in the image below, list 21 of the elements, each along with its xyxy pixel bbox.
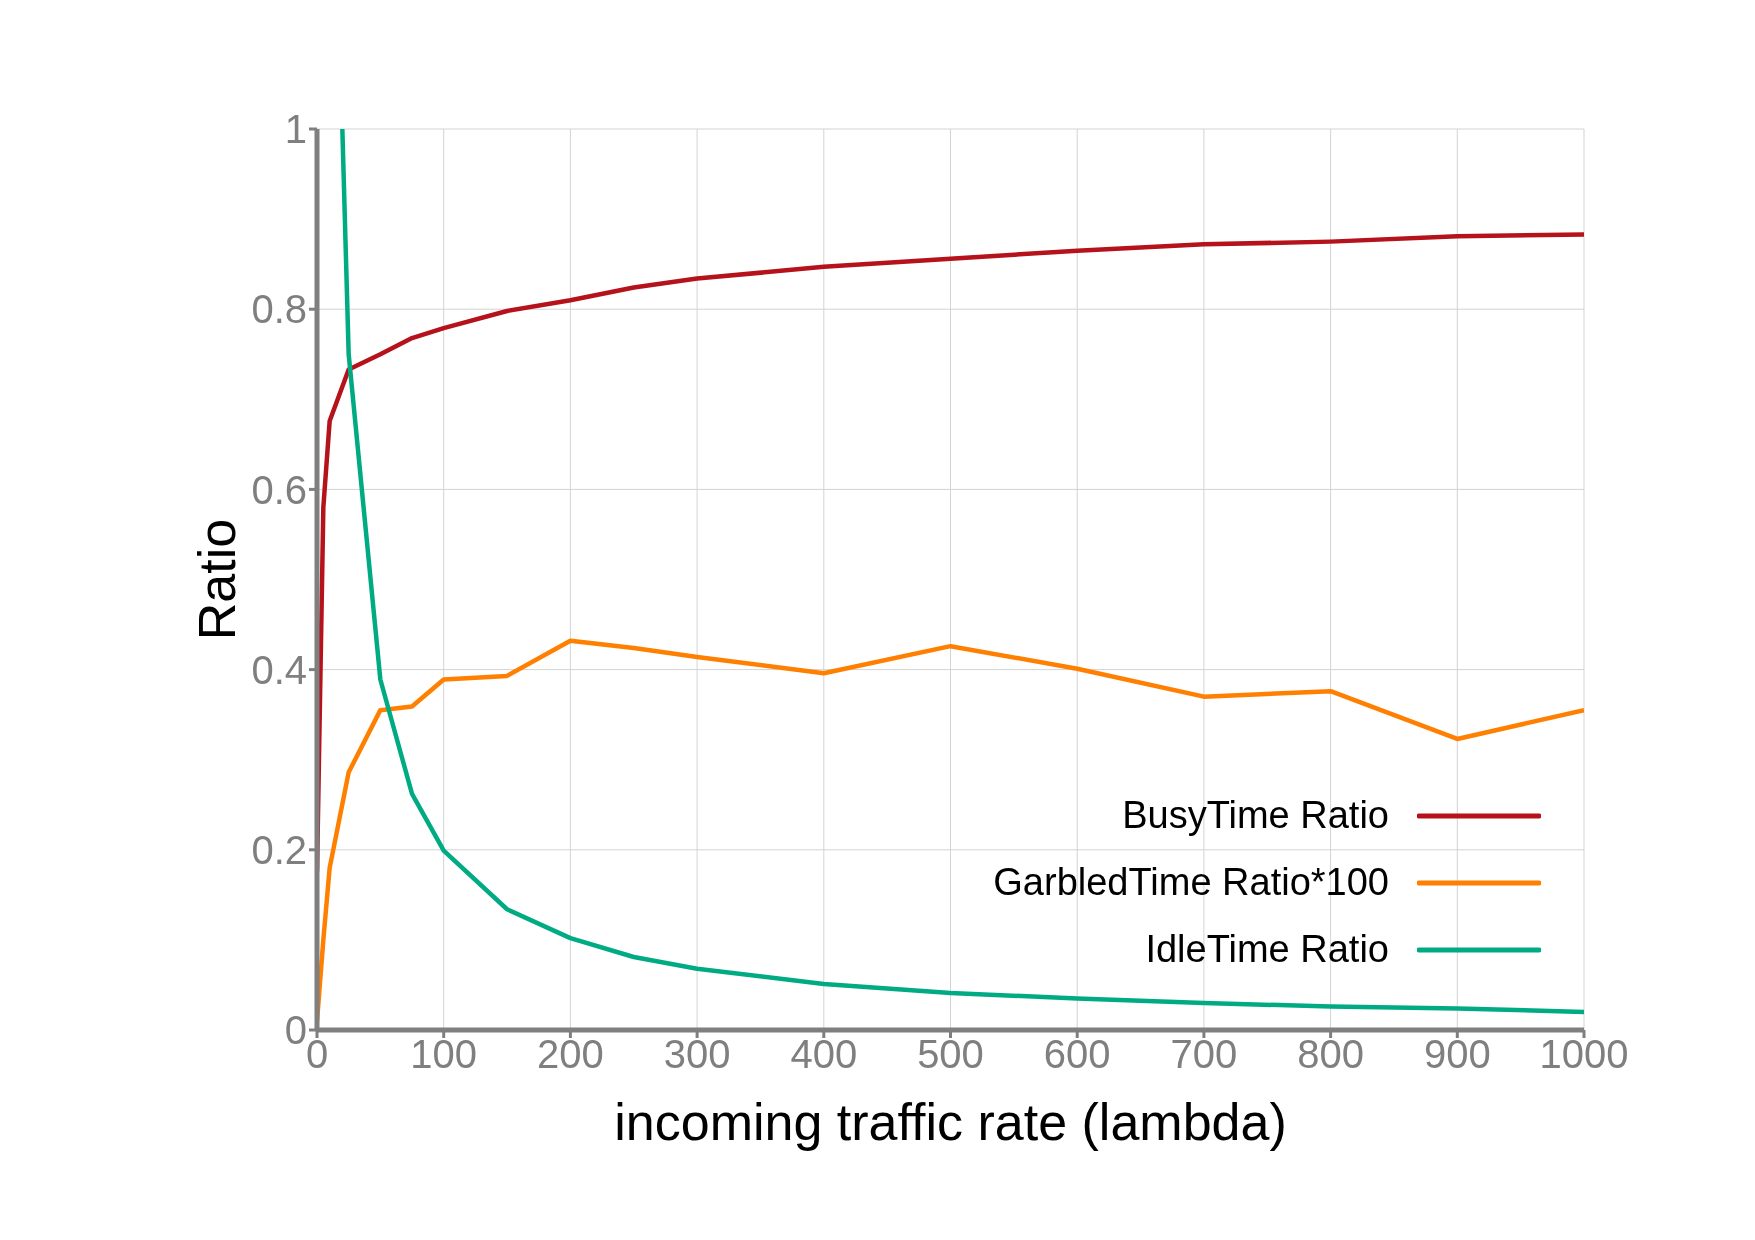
y-axis-title: Ratio [188, 518, 247, 641]
legend-label: GarbledTime Ratio*100 [993, 861, 1389, 904]
x-tick-label: 1000 [1539, 1032, 1629, 1077]
y-tick-label: 0.8 [251, 287, 307, 332]
x-tick-label: 800 [1297, 1032, 1364, 1077]
x-tick-label: 900 [1423, 1032, 1491, 1077]
x-tick-label: 500 [917, 1032, 984, 1077]
x-tick-label: 700 [1170, 1032, 1238, 1077]
x-axis-title: incoming traffic rate (lambda) [614, 1093, 1287, 1151]
x-tick-label: 400 [790, 1032, 858, 1077]
legend-label: BusyTime Ratio [1122, 794, 1389, 837]
y-tick-label: 1 [284, 107, 307, 152]
x-tick-label: 100 [410, 1032, 478, 1077]
x-tick-label: 600 [1043, 1032, 1111, 1077]
x-tick-label: 200 [537, 1032, 604, 1077]
x-tick-label: 300 [663, 1032, 731, 1077]
legend-label: IdleTime Ratio [1145, 928, 1389, 971]
y-tick-label: 0.2 [251, 828, 307, 872]
y-tick-label: 0.4 [251, 647, 307, 692]
y-tick-label: 0.6 [251, 467, 307, 512]
line-series [340, 129, 1584, 1015]
